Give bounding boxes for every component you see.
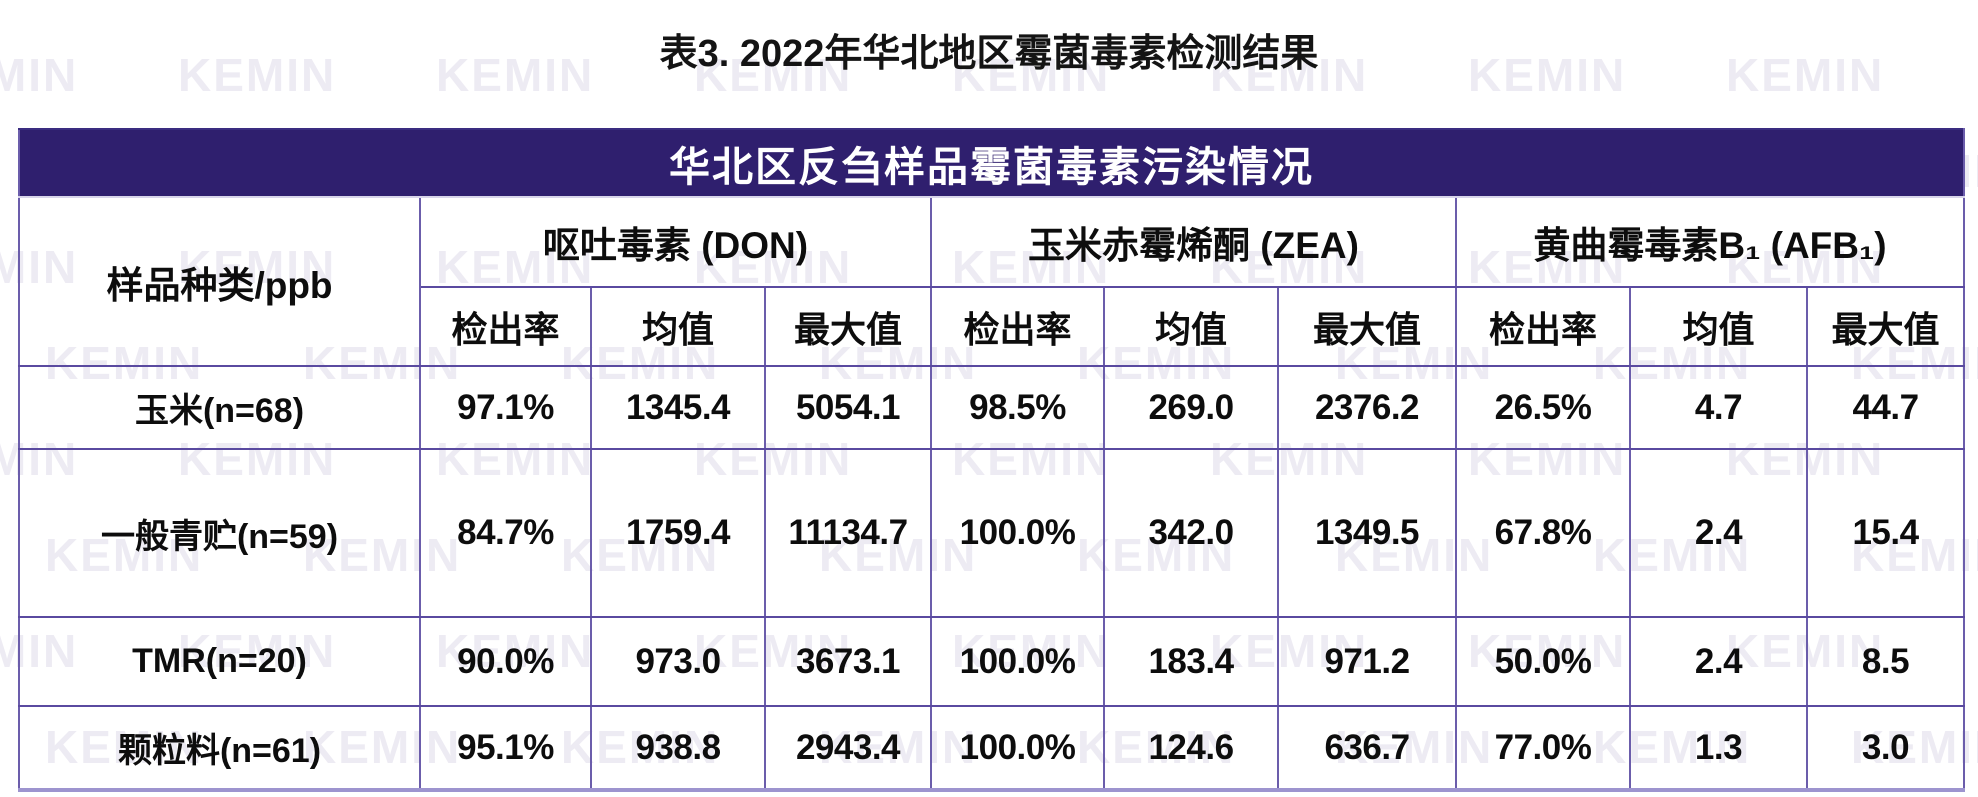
col-header-don-mean: 均值 (590, 287, 766, 367)
cell-don-rate: 95.1% (419, 706, 592, 791)
col-header-zea-rate: 检出率 (930, 287, 1105, 367)
cell-don-rate: 97.1% (419, 366, 592, 450)
row-label: 一般青贮(n=59) (18, 449, 421, 618)
group-header-zea: 玉米赤霉烯酮 (ZEA) (930, 197, 1457, 288)
sub-header-row: 检出率 均值 最大值 检出率 均值 最大值 检出率 均值 最大值 (19, 287, 1965, 367)
row-label: TMR(n=20) (18, 617, 421, 707)
table-row-silage: 一般青贮(n=59) 84.7% 1759.4 11134.7 100.0% 3… (18, 449, 1965, 618)
cell-don-mean: 1759.4 (590, 449, 766, 618)
cell-afb1-max: 15.4 (1806, 449, 1965, 618)
cell-zea-rate: 98.5% (930, 366, 1105, 450)
cell-afb1-mean: 2.4 (1629, 449, 1808, 618)
cell-zea-rate: 100.0% (930, 449, 1105, 618)
cell-don-rate: 84.7% (419, 449, 592, 618)
row-label: 颗粒料(n=61) (18, 706, 421, 791)
cell-zea-mean: 342.0 (1103, 449, 1279, 618)
table-row-pellet: 颗粒料(n=61) 95.1% 938.8 2943.4 100.0% 124.… (18, 706, 1965, 791)
col-header-zea-mean: 均值 (1103, 287, 1279, 367)
cell-zea-max: 2376.2 (1277, 366, 1457, 450)
page-title: 表3. 2022年华北地区霉菌毒素检测结果 (659, 33, 1319, 75)
table-row-tmr: TMR(n=20) 90.0% 973.0 3673.1 100.0% 183.… (18, 617, 1965, 707)
cell-zea-mean: 124.6 (1103, 706, 1279, 791)
cell-afb1-rate: 26.5% (1455, 366, 1631, 450)
col-header-afb1-max: 最大值 (1806, 287, 1965, 367)
cell-afb1-rate: 67.8% (1455, 449, 1631, 618)
col-header-afb1-rate: 检出率 (1455, 287, 1631, 367)
cell-zea-mean: 269.0 (1103, 366, 1279, 450)
cell-afb1-rate: 77.0% (1455, 706, 1631, 791)
col-header-don-rate: 检出率 (419, 287, 592, 367)
mycotoxin-table: 华北区反刍样品霉菌毒素污染情况 样品种类/ppb 呕吐毒素 (DON) 玉米赤霉… (18, 128, 1965, 792)
cell-afb1-mean: 2.4 (1629, 617, 1808, 707)
row-label: 玉米(n=68) (18, 366, 421, 450)
cell-zea-max: 636.7 (1277, 706, 1457, 791)
cell-zea-max: 1349.5 (1277, 449, 1457, 618)
cell-zea-max: 971.2 (1277, 617, 1457, 707)
col-header-don-max: 最大值 (764, 287, 932, 367)
cell-don-mean: 938.8 (590, 706, 766, 791)
cell-afb1-rate: 50.0% (1455, 617, 1631, 707)
cell-zea-mean: 183.4 (1103, 617, 1279, 707)
cell-don-mean: 973.0 (590, 617, 766, 707)
cell-afb1-mean: 1.3 (1629, 706, 1808, 791)
col-header-afb1-mean: 均值 (1629, 287, 1808, 367)
cell-afb1-max: 3.0 (1806, 706, 1965, 791)
cell-don-max: 3673.1 (764, 617, 932, 707)
cell-don-rate: 90.0% (419, 617, 592, 707)
col-header-zea-max: 最大值 (1277, 287, 1457, 367)
table-banner-row: 华北区反刍样品霉菌毒素污染情况 (19, 129, 1964, 198)
cell-zea-rate: 100.0% (930, 617, 1105, 707)
table-row-corn: 玉米(n=68) 97.1% 1345.4 5054.1 98.5% 269.0… (18, 366, 1965, 450)
table-banner: 华北区反刍样品霉菌毒素污染情况 (19, 129, 1964, 198)
cell-afb1-mean: 4.7 (1629, 366, 1808, 450)
cell-don-max: 11134.7 (764, 449, 932, 618)
cell-don-max: 2943.4 (764, 706, 932, 791)
cell-afb1-max: 8.5 (1806, 617, 1965, 707)
group-header-afb1: 黄曲霉毒素B₁ (AFB₁) (1455, 197, 1965, 288)
corner-header-sample-type: 样品种类/ppb (18, 197, 421, 367)
cell-don-mean: 1345.4 (590, 366, 766, 450)
cell-zea-rate: 100.0% (930, 706, 1105, 791)
group-header-don: 呕吐毒素 (DON) (419, 197, 932, 288)
cell-afb1-max: 44.7 (1806, 366, 1965, 450)
cell-don-max: 5054.1 (764, 366, 932, 450)
group-header-row: 样品种类/ppb 呕吐毒素 (DON) 玉米赤霉烯酮 (ZEA) 黄曲霉毒素B₁… (18, 197, 1965, 367)
